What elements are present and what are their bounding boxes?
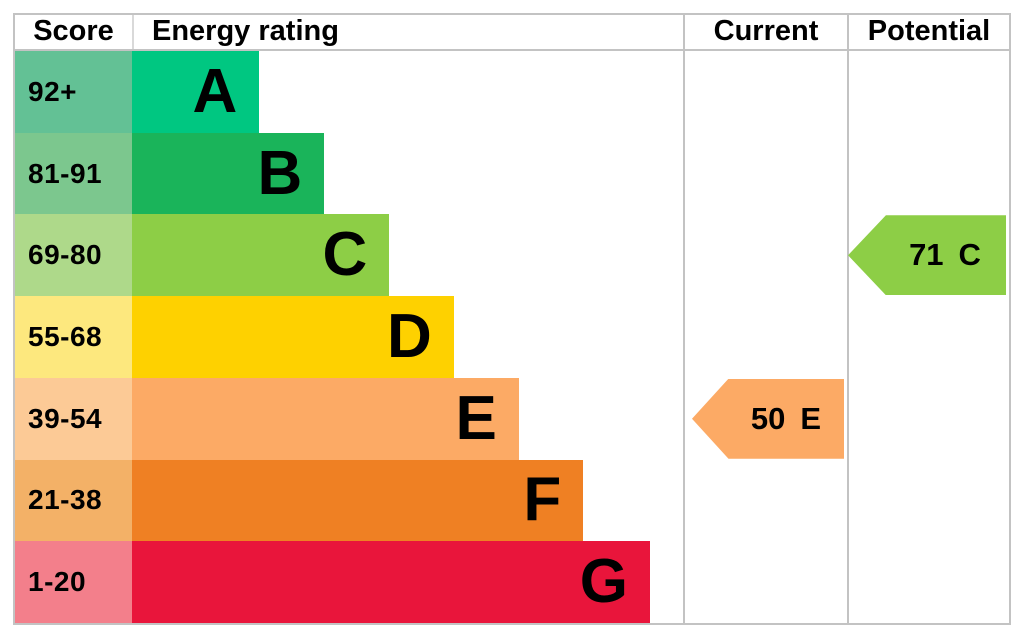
band-letter-c: C [322, 220, 368, 290]
current-rating-arrow: 50 E [692, 378, 844, 459]
score-range-e: 39-54 [15, 377, 132, 460]
band-letter-g: G [579, 547, 628, 617]
header-potential: Potential [847, 15, 1009, 49]
score-range-f: 21-38 [15, 459, 132, 542]
score-range-a: 92+ [15, 51, 132, 133]
rating-bar-d: D [132, 296, 454, 378]
band-letter-e: E [455, 383, 497, 453]
header-current: Current [683, 15, 847, 49]
band-row-f: 21-38 F [15, 459, 683, 542]
potential-column: 71 C [847, 51, 1009, 623]
epc-rating-chart: Score Energy rating Current Potential 92… [13, 13, 1011, 625]
band-letter-b: B [257, 138, 303, 208]
chart-body: 92+ A 81-91 B 69-80 C 55-68 D [15, 51, 1009, 624]
rating-bar-g: G [132, 541, 650, 624]
rating-bar-e: E [132, 377, 519, 460]
rating-bar-b: B [132, 132, 325, 215]
band-row-d: 55-68 D [15, 296, 683, 378]
bar-area-e: E [132, 377, 683, 460]
band-row-e: 39-54 E [15, 377, 683, 460]
band-row-a: 92+ A [15, 51, 683, 133]
header-score: Score [33, 15, 114, 47]
band-letter-f: F [523, 465, 562, 535]
band-row-b: 81-91 B [15, 132, 683, 215]
current-column: 50 E [683, 51, 847, 623]
band-row-g: 1-20 G [15, 541, 683, 624]
score-range-g: 1-20 [15, 541, 132, 624]
band-letter-a: A [192, 56, 238, 126]
band-row-c: 69-80 C [15, 214, 683, 297]
potential-rating-arrow: 71 C [848, 215, 1006, 296]
band-letter-d: D [387, 302, 432, 372]
bar-area-a: A [132, 51, 683, 133]
band-rows: 92+ A 81-91 B 69-80 C 55-68 D [15, 51, 683, 624]
potential-rating-band: C [958, 237, 981, 273]
chart-header-row: Score Energy rating Current Potential [15, 15, 1009, 51]
potential-rating-value: 71 [909, 237, 944, 273]
rating-bar-a: A [132, 51, 260, 133]
score-range-b: 81-91 [15, 132, 132, 215]
bar-area-b: B [132, 132, 683, 215]
bar-area-f: F [132, 459, 683, 542]
rating-bar-c: C [132, 214, 390, 297]
current-rating-value: 50 [750, 400, 786, 436]
bar-area-g: G [132, 541, 683, 624]
bar-area-d: D [132, 296, 683, 378]
score-range-c: 69-80 [15, 214, 132, 297]
header-energy-rating: Energy rating [132, 15, 683, 49]
bar-area-c: C [132, 214, 683, 297]
score-range-d: 55-68 [15, 296, 132, 378]
current-rating-band: E [800, 400, 822, 436]
rating-bar-f: F [132, 459, 584, 542]
